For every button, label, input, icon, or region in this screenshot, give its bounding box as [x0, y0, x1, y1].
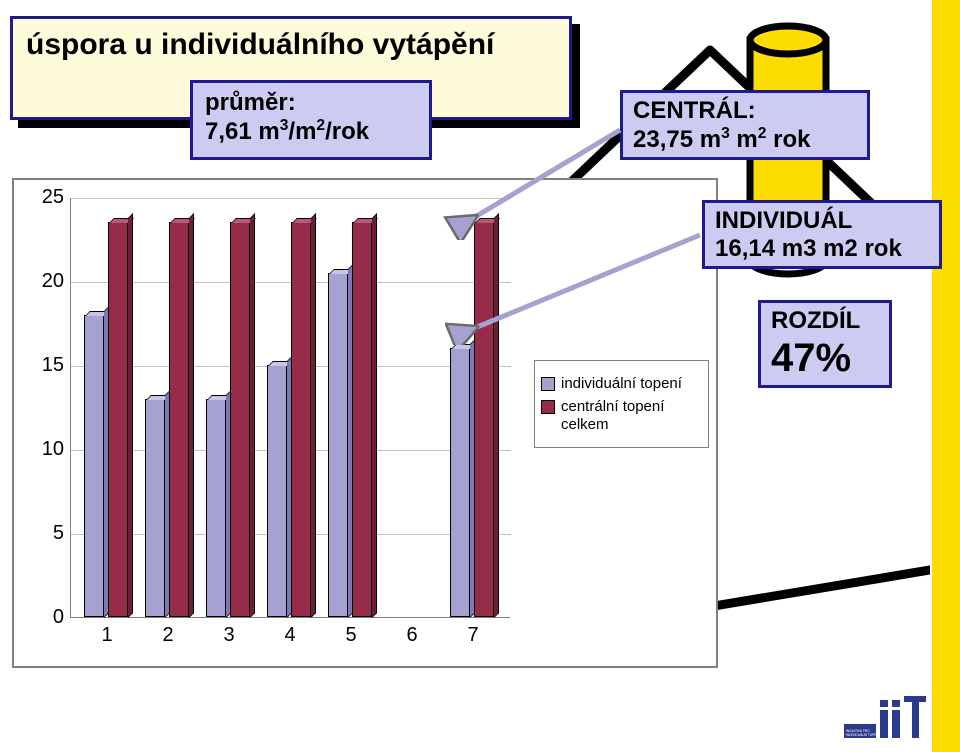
- legend-swatch-b: [541, 400, 555, 414]
- x-axis-tick-label: 1: [83, 624, 131, 647]
- x-axis-tick-label: 4: [266, 624, 314, 647]
- legend-item-b: centrální topení celkem: [541, 398, 702, 433]
- difference-box: ROZDÍL 47%: [758, 300, 892, 388]
- y-axis-tick-label: 0: [20, 606, 64, 629]
- plot-area: [70, 198, 510, 618]
- central-line1: CENTRÁL:: [633, 97, 756, 124]
- svg-text:INDIVIDUÁLNÍ TOPENÍ: INDIVIDUÁLNÍ TOPENÍ: [846, 733, 880, 737]
- page-title: úspora u individuálního vytápění: [26, 28, 494, 62]
- y-axis-tick-label: 5: [20, 522, 64, 545]
- legend-item-a: individuální topení: [541, 375, 702, 392]
- bar-central: [474, 222, 494, 617]
- difference-percent: 47%: [771, 336, 851, 380]
- bar-individual: [328, 273, 348, 617]
- right-yellow-stripe: [932, 0, 960, 752]
- bar-individual: [450, 348, 470, 617]
- bar-central: [352, 222, 372, 617]
- chart-container: individuální topení centrální topení cel…: [12, 178, 718, 668]
- average-line2: 7,61 m3/m2/rok: [205, 118, 369, 145]
- individual-line2: 16,14 m3 m2 rok: [715, 235, 902, 262]
- bar-individual: [267, 365, 287, 617]
- difference-line1: ROZDÍL: [771, 307, 860, 334]
- legend-label-b: centrální topení celkem: [561, 398, 702, 433]
- bar-individual: [145, 399, 165, 617]
- individual-line1: INDIVIDUÁL: [715, 207, 852, 234]
- bar-central: [230, 222, 250, 617]
- average-box: průměr: 7,61 m3/m2/rok: [190, 80, 432, 160]
- bar-individual: [206, 399, 226, 617]
- x-axis-tick-label: 7: [449, 624, 497, 647]
- x-axis-tick-label: 2: [144, 624, 192, 647]
- y-axis-tick-label: 15: [20, 354, 64, 377]
- y-axis-tick-label: 10: [20, 438, 64, 461]
- legend-swatch-a: [541, 377, 555, 391]
- grid-line: [71, 198, 511, 199]
- central-box: CENTRÁL: 23,75 m3 m2 rok: [620, 90, 870, 160]
- bar-central: [108, 222, 128, 617]
- iit-logo: INICIATIVA PRO INDIVIDUÁLNÍ TOPENÍ: [844, 696, 926, 742]
- bar-central: [291, 222, 311, 617]
- chart-legend: individuální topení centrální topení cel…: [534, 360, 709, 448]
- legend-label-a: individuální topení: [561, 375, 702, 392]
- x-axis-tick-label: 5: [327, 624, 375, 647]
- y-axis-tick-label: 20: [20, 270, 64, 293]
- bar-central: [169, 222, 189, 617]
- central-line2: 23,75 m3 m2 rok: [633, 126, 810, 153]
- x-axis-tick-label: 6: [388, 624, 436, 647]
- bar-individual: [84, 315, 104, 617]
- y-axis-tick-label: 25: [20, 186, 64, 209]
- average-line1: průměr:: [205, 89, 296, 116]
- individual-box: INDIVIDUÁL 16,14 m3 m2 rok: [702, 200, 942, 269]
- x-axis-tick-label: 3: [205, 624, 253, 647]
